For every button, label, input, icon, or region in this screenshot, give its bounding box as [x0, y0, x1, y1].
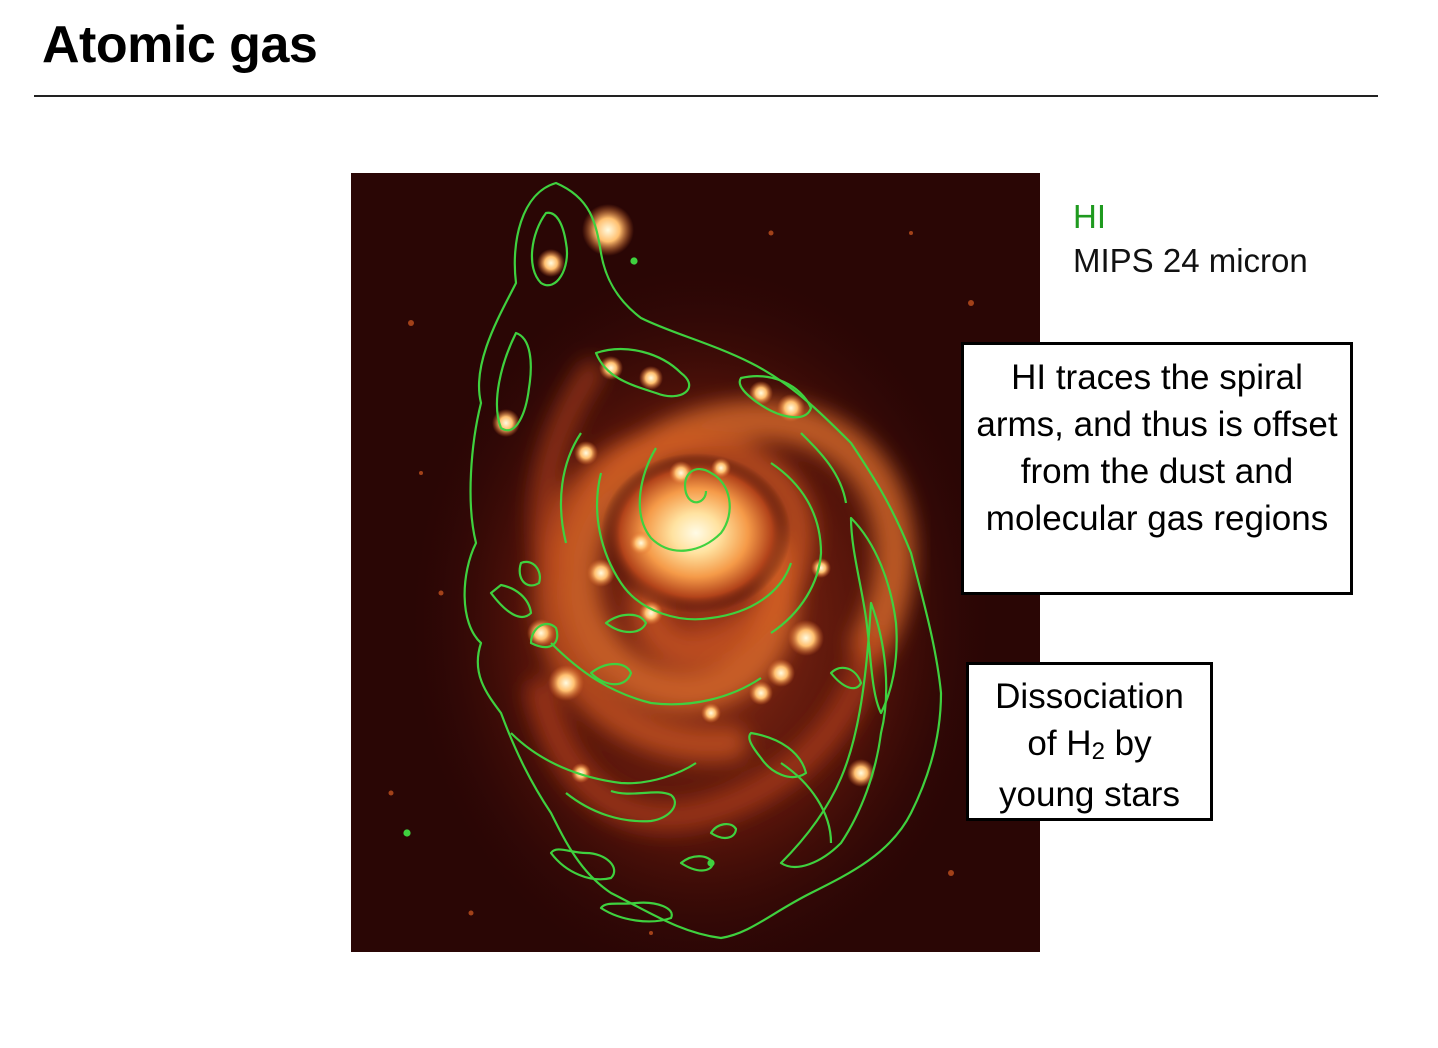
spiral-arm-glow [526, 360, 915, 832]
callout-dissociation-line2-prefix: of H [1027, 724, 1092, 763]
title-divider [34, 95, 1378, 97]
callout-dissociation-line2-suffix: by [1104, 724, 1152, 763]
callout-spiral-arms: HI traces the spiral arms, and thus is o… [961, 342, 1353, 595]
callout-spiral-arms-text: HI traces the spiral arms, and thus is o… [976, 358, 1338, 538]
callout-dissociation: Dissociation of H2 by young stars [966, 662, 1213, 821]
callout-dissociation-subscript: 2 [1091, 738, 1105, 765]
galaxy-core [601, 453, 791, 613]
callout-dissociation-line3: young stars [999, 775, 1180, 814]
slide-title: Atomic gas [42, 16, 318, 74]
legend-hi-label: HI [1073, 198, 1106, 235]
hi-contours [403, 181, 943, 940]
callout-dissociation-line1: Dissociation [995, 677, 1184, 716]
galaxy-image [351, 173, 1040, 952]
callout-dissociation-line2: of H2 by [973, 720, 1206, 771]
star-forming-knots [492, 204, 875, 787]
galaxy-illustration [388, 181, 1004, 952]
legend-mips-label: MIPS 24 micron [1073, 242, 1308, 279]
figure-legend: HI MIPS 24 micron [1073, 195, 1308, 283]
